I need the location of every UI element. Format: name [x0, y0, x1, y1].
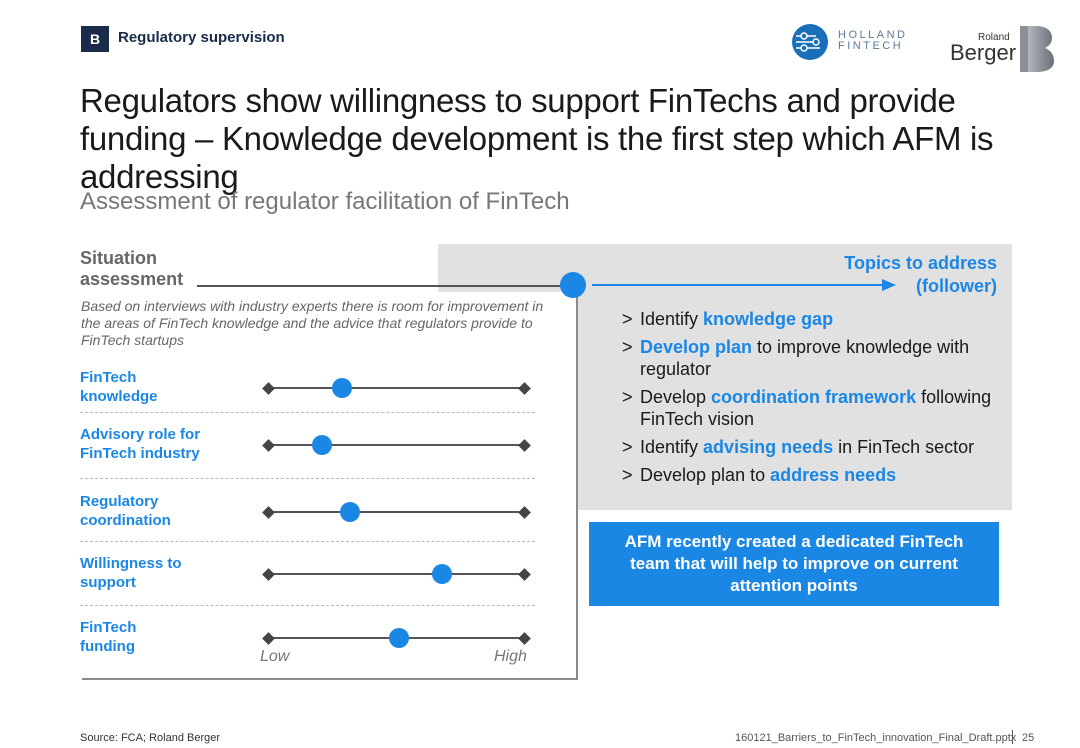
roland-berger-b-logo-icon [1020, 26, 1054, 72]
assessment-row-label: Regulatory coordination [80, 493, 171, 529]
roland-berger-wordmark: Berger [950, 40, 1017, 65]
row-separator [80, 412, 535, 413]
roland-berger-small: Roland [978, 32, 1010, 43]
row-separator [80, 478, 535, 479]
assessment-row-label: Advisory role for FinTech industry [80, 426, 201, 462]
scale-high-label: High [494, 648, 527, 665]
assessment-scale-line [268, 444, 524, 446]
topic-bullet: Develop plan to improve knowledge with r… [622, 336, 992, 380]
footer-divider [1012, 730, 1013, 744]
section-label: Regulatory supervision [118, 29, 285, 46]
row-separator [80, 541, 535, 542]
assessment-row-label: Willingness to support [80, 555, 182, 591]
topic-bullet: Develop coordination framework following… [622, 386, 992, 430]
assessment-row-label: FinTech knowledge [80, 369, 158, 405]
situation-heading: Situation assessment [80, 248, 184, 289]
situation-line [197, 285, 573, 287]
assessment-level-dot [339, 502, 360, 522]
assessment-scale-line [268, 387, 524, 389]
transition-dot [560, 272, 586, 298]
holland-fintech-logo-icon [792, 24, 828, 60]
footer-filename: 160121_Barriers_to_FinTech_innovation_Fi… [735, 732, 1017, 744]
situation-intro: Based on interviews with industry expert… [81, 298, 544, 348]
assessment-level-dot [432, 564, 453, 584]
row-separator [80, 605, 535, 606]
topic-bullet: Develop plan to address needs [622, 464, 992, 486]
scale-low-label: Low [260, 648, 290, 665]
assessment-level-dot [311, 435, 332, 455]
situation-panel [80, 292, 576, 678]
topics-list: Identify knowledge gap Develop plan to im… [622, 308, 992, 492]
assessment-level-dot [388, 628, 409, 648]
arrow-head-icon [882, 279, 896, 291]
assessment-row-label: FinTech funding [80, 619, 137, 655]
assessment-scale-line [268, 573, 524, 575]
assessment-scale-line [268, 511, 524, 513]
holland-fintech-wordmark: HOLLAND FINTECH [838, 29, 908, 52]
page-subtitle: Assessment of regulator facilitation of … [80, 188, 570, 215]
topics-heading: Topics to address (follower) [844, 253, 997, 296]
afm-callout: AFM recently created a dedicated FinTech… [589, 522, 999, 606]
page-number: 25 [1022, 732, 1035, 744]
topics-arrow-line [592, 284, 882, 286]
page-title: Regulators show willingness to support F… [80, 82, 994, 195]
source-note: Source: FCA; Roland Berger [80, 732, 221, 744]
topic-bullet: Identify advising needs in FinTech secto… [622, 436, 992, 458]
assessment-level-dot [332, 378, 353, 398]
section-badge: B [81, 26, 109, 52]
topic-bullet: Identify knowledge gap [622, 308, 992, 330]
